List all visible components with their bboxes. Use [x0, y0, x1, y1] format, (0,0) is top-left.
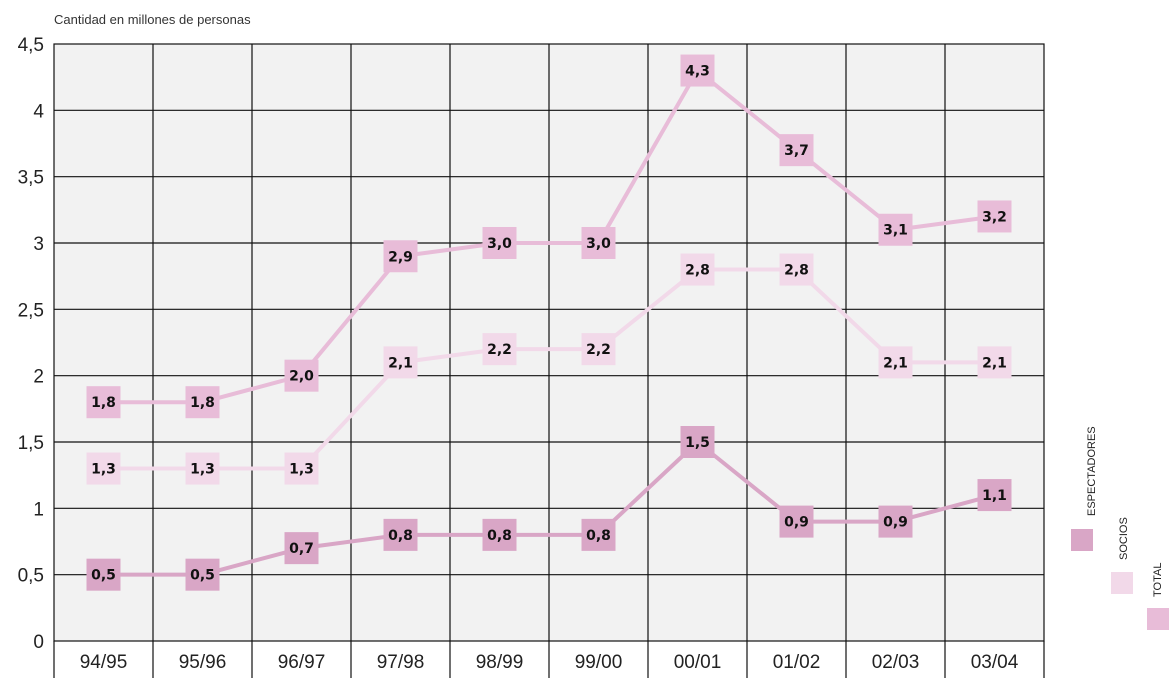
data-marker	[680, 253, 715, 286]
data-label: 2,8	[685, 263, 710, 279]
data-marker	[284, 452, 319, 485]
data-label: 0,8	[487, 528, 512, 544]
x-tick-label: 00/01	[674, 652, 722, 673]
data-marker	[878, 346, 913, 379]
y-tick-label: 1,5	[18, 433, 44, 454]
data-label: 1,3	[289, 462, 314, 478]
x-tick-label: 95/96	[179, 652, 227, 673]
data-marker	[482, 518, 517, 551]
series-line	[103, 440, 996, 577]
series-line	[103, 68, 995, 405]
data-label: 0,8	[586, 528, 611, 544]
data-label: 2,8	[784, 263, 809, 279]
data-label: 2,1	[388, 355, 413, 371]
data-marker	[284, 359, 319, 392]
data-marker	[581, 227, 616, 259]
series-line	[103, 267, 995, 471]
y-tick-label: 3,5	[18, 168, 44, 189]
data-label: 2,2	[487, 342, 512, 358]
data-marker	[86, 558, 121, 591]
y-tick-label: 2,5	[18, 300, 44, 321]
data-label: 1,8	[91, 395, 116, 411]
y-tick-label: 1	[33, 499, 44, 520]
data-label: 1,1	[982, 488, 1007, 504]
data-marker	[581, 518, 616, 551]
data-label: 0,9	[883, 515, 908, 531]
legend-swatch	[1147, 608, 1169, 630]
data-label: 0,5	[190, 568, 215, 584]
series-markers: 1,3 1,3 1,3 2,1 2,2 2,2 2,8 2,8 2,1 2,1 1,8 1,8 2,0 2…	[86, 54, 1012, 591]
data-label: 0,7	[289, 541, 314, 557]
data-marker	[86, 386, 121, 419]
series-lines	[103, 68, 996, 577]
data-marker	[383, 240, 418, 273]
y-axis-label: Cantidad en millones de personas	[54, 12, 251, 27]
data-marker	[977, 200, 1012, 233]
x-tick-label: 94/95	[80, 652, 128, 673]
data-marker	[482, 333, 517, 366]
data-marker	[383, 346, 418, 379]
y-tick-label: 4,5	[18, 35, 44, 56]
y-tick-label: 0,5	[18, 566, 44, 587]
x-tick-label: 02/03	[872, 652, 920, 673]
x-tick-label: 99/00	[575, 652, 623, 673]
legend: ESPECTADORES SOCIOS TOTAL	[1071, 426, 1169, 630]
y-ticks: 0 0,5 1 1,5 2 2,5 3 3,5 4 4,5	[18, 35, 45, 653]
data-label: 3,7	[784, 143, 809, 159]
data-label: 0,9	[784, 515, 809, 531]
data-label: 3,1	[883, 223, 908, 239]
y-tick-label: 0	[33, 632, 44, 653]
data-label: 1,3	[91, 462, 116, 478]
data-label: 2,2	[586, 342, 611, 358]
legend-label: ESPECTADORES	[1086, 426, 1098, 516]
data-marker	[779, 253, 814, 286]
data-marker	[779, 134, 814, 167]
y-tick-label: 4	[33, 101, 44, 122]
data-marker	[977, 479, 1012, 512]
data-marker	[185, 452, 220, 485]
data-label: 0,8	[388, 528, 413, 544]
y-tick-label: 2	[33, 367, 44, 388]
data-marker	[284, 532, 319, 565]
data-label: 2,1	[883, 355, 908, 371]
data-label: 4,3	[685, 64, 710, 80]
data-label: 1,3	[190, 462, 215, 478]
x-tick-label: 98/99	[476, 652, 524, 673]
data-marker	[977, 346, 1012, 379]
data-label: 1,5	[685, 435, 710, 451]
data-marker	[878, 213, 913, 246]
legend-swatch	[1111, 572, 1133, 594]
grid	[53, 43, 1045, 678]
data-marker	[680, 54, 715, 87]
x-tick-label: 03/04	[971, 652, 1019, 673]
legend-label: TOTAL	[1152, 563, 1164, 597]
data-marker	[779, 505, 814, 538]
data-label: 3,2	[982, 209, 1007, 225]
legend-label: SOCIOS	[1118, 517, 1130, 560]
x-tick-label: 01/02	[773, 652, 821, 673]
data-marker	[482, 227, 517, 259]
data-marker	[86, 452, 121, 485]
data-label: 2,0	[289, 369, 314, 385]
x-tick-label: 96/97	[278, 652, 326, 673]
data-marker	[185, 386, 220, 419]
data-marker	[383, 518, 418, 551]
data-label: 2,1	[982, 355, 1007, 371]
data-marker	[878, 505, 913, 538]
data-marker	[680, 426, 715, 458]
y-tick-label: 3	[33, 234, 44, 255]
data-label: 0,5	[91, 568, 116, 584]
legend-swatch	[1071, 529, 1093, 551]
data-label: 2,9	[388, 249, 413, 265]
x-tick-label: 97/98	[377, 652, 425, 673]
data-marker	[581, 333, 616, 366]
x-ticks: 94/95 95/96 96/97 97/98 98/99 99/00 00/01 01/02…	[80, 652, 1019, 673]
data-label: 3,0	[586, 236, 611, 252]
data-label: 3,0	[487, 236, 512, 252]
data-label: 1,8	[190, 395, 215, 411]
data-marker	[185, 558, 220, 591]
